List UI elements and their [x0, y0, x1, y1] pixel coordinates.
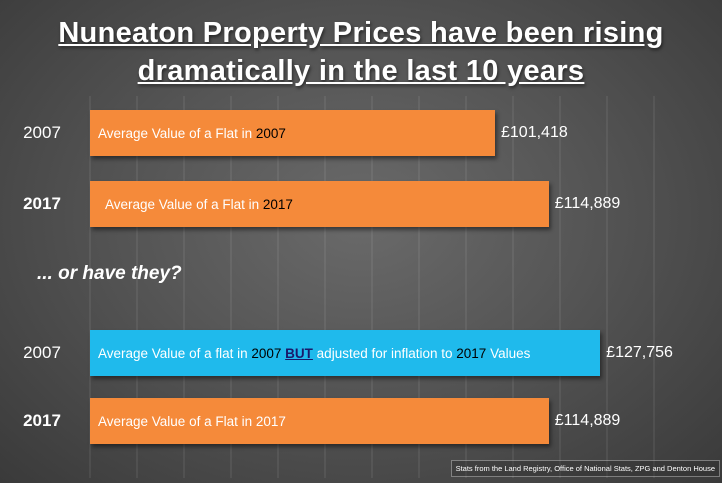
bar-label: Average Value of a Flat in 2007 — [98, 125, 286, 141]
bar: Average Value of a Flat in 2017 — [90, 398, 549, 444]
chart-subtitle: ... or have they? — [37, 263, 182, 284]
bar-label: Average Value of a Flat in 2017 — [105, 196, 293, 212]
category-label: 2017 — [23, 411, 61, 430]
bar-label: Average Value of a flat in 2007 BUT adju… — [98, 345, 531, 361]
bar: Average Value of a Flat in 2007 — [90, 110, 495, 156]
chart-title-line-2: dramatically in the last 10 years — [137, 55, 585, 87]
value-label: £114,889 — [554, 412, 621, 429]
value-label: £101,418 — [501, 124, 568, 141]
chart-title-line-1: Nuneaton Property Prices have been risin… — [58, 17, 664, 49]
value-label: £127,756 — [606, 344, 673, 361]
category-label: 2007 — [23, 123, 61, 142]
source-note: Stats from the Land Registry, Office of … — [450, 460, 720, 477]
value-label: £114,889 — [554, 195, 621, 212]
bar-label: Average Value of a Flat in 2017 — [98, 413, 286, 429]
category-label: 2007 — [23, 343, 61, 362]
category-label: 2017 — [23, 194, 61, 213]
bar: Average Value of a flat in 2007 BUT adju… — [90, 330, 601, 376]
bar: Average Value of a Flat in 2017 — [90, 181, 549, 227]
